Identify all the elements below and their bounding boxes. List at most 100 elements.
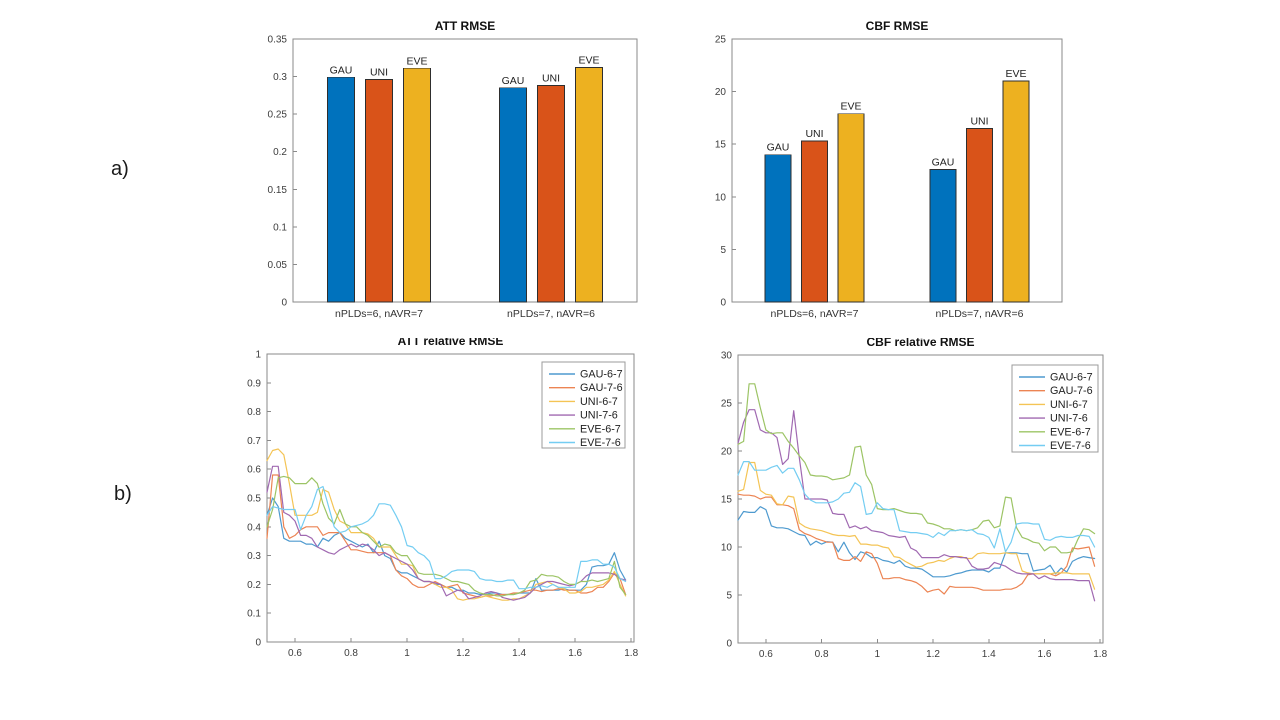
plot-box (292, 38, 638, 303)
x-tick-label: 1 (875, 649, 881, 660)
y-tick-label: 0.2 (247, 580, 261, 591)
legend-item: UNI-7-6 (549, 410, 618, 422)
y-tick-label: 20 (715, 87, 727, 98)
x-tick-label: 0.6 (759, 649, 773, 660)
series-line-UNI-6-7 (737, 461, 1096, 590)
y-tick-label: 0 (720, 298, 726, 309)
bar-UNI (537, 85, 565, 303)
legend-box (541, 361, 626, 449)
x-tick-label: nPLDs=7, nAVR=6 (936, 308, 1024, 320)
x-tick-label: 1.2 (456, 648, 470, 659)
bar-label: EVE (579, 55, 600, 67)
y-tick-label: 0.4 (247, 522, 261, 533)
y-tick-label: 0.15 (268, 185, 288, 196)
att-relative-rmse-line-chart: ATT relative RMSE 0 0.1 0.2 0.3 0.4 0.5 0.6 0.7 0… (225, 334, 662, 679)
x-tick-label: nPLDs=7, nAVR=6 (507, 308, 595, 320)
x-tick-label: 0.8 (815, 649, 829, 660)
y-tick-label: 1 (255, 350, 261, 361)
series-line-UNI-7-6 (737, 409, 1096, 602)
y-tick-label: 0.9 (247, 378, 261, 389)
legend-item: EVE-6-7 (1019, 426, 1091, 438)
cbf-rmse-svg: CBF RMSE 0 5 10 15 20 25 nPLDs=6, nAVR=7 GAU UNI E… (715, 19, 1063, 320)
y-tick-label: 10 (721, 543, 733, 554)
legend-label: EVE-7-6 (580, 437, 621, 449)
legend-label: GAU-6-7 (1050, 372, 1093, 384)
legend-item: EVE-6-7 (549, 423, 621, 435)
x-tick-label: nPLDs=6, nAVR=7 (771, 308, 859, 320)
y-tick-label: 20 (721, 447, 733, 458)
y-tick-label: 0.3 (273, 72, 287, 83)
bar-GAU (929, 169, 957, 303)
att-relative-rmse-svg: ATT relative RMSE 0 0.1 0.2 0.3 0.4 0.5 0.6 0.7 0… (247, 334, 638, 659)
bar-label: GAU (330, 64, 353, 76)
cbf-rmse-bar-chart: CBF RMSE 0 5 10 15 20 25 nPLDs=6, nAVR=7 GAU UNI E… (690, 8, 1104, 339)
y-tick-label: 0.1 (273, 222, 287, 233)
legend-item: EVE-7-6 (549, 437, 621, 449)
y-tick-label: 0 (255, 638, 261, 649)
att-rmse-bar-chart: ATT RMSE 0 0.05 0.1 0.15 0.2 0.25 0.3 0.35 nPLDs=… (250, 8, 662, 339)
legend-item: GAU-6-7 (549, 369, 623, 381)
y-tick-label: 10 (715, 192, 727, 203)
y-tick-label: 25 (721, 399, 733, 410)
bar-UNI (966, 128, 993, 303)
y-tick-label: 0.05 (268, 260, 288, 271)
y-tick-label: 0.6 (247, 465, 261, 476)
legend-label: EVE-6-7 (1050, 426, 1091, 438)
bar-label: GAU (502, 75, 525, 87)
x-tick-label: 1.8 (1093, 649, 1107, 660)
legend-item: GAU-7-6 (549, 382, 623, 394)
bar-EVE (403, 67, 431, 303)
y-tick-label: 0.8 (247, 407, 261, 418)
y-tick-label: 0.3 (247, 551, 261, 562)
y-tick-label: 15 (721, 495, 733, 506)
series-line-EVE-7-6 (266, 485, 627, 590)
x-tick-label: 1.8 (624, 648, 638, 659)
legend-item: GAU-6-7 (1019, 372, 1093, 384)
bar-EVE (1002, 80, 1030, 303)
legend-item: UNI-6-7 (549, 396, 618, 408)
x-tick-label: 1.4 (512, 648, 526, 659)
y-tick-label: 0.25 (268, 110, 288, 121)
plot-box (731, 38, 1063, 303)
legend-label: GAU-7-6 (1050, 385, 1093, 397)
legend-item: UNI-7-6 (1019, 413, 1088, 425)
bar-label: UNI (542, 73, 560, 85)
legend-label: UNI-7-6 (580, 410, 618, 422)
series-line-EVE-6-7 (266, 475, 627, 597)
series-line-GAU-6-7 (266, 497, 627, 596)
y-tick-label: 0.1 (247, 609, 261, 620)
panel-label-b: b) (114, 483, 132, 505)
series-line-GAU-6-7 (737, 506, 1096, 578)
chart-title: ATT RMSE (435, 19, 495, 33)
series-line-EVE-6-7 (737, 383, 1096, 554)
legend-label: UNI-6-7 (580, 396, 618, 408)
y-tick-label: 30 (721, 351, 733, 362)
cbf-relative-rmse-line-chart: CBF relative RMSE 0 5 10 15 20 25 30 0.6 0.8 1 1.2 1… (695, 335, 1129, 679)
bar-label: GAU (932, 156, 955, 168)
att-rmse-svg: ATT RMSE 0 0.05 0.1 0.15 0.2 0.25 0.3 0.35 nPLDs=… (268, 19, 638, 320)
legend-box (1011, 364, 1099, 453)
legend-label: UNI-7-6 (1050, 413, 1088, 425)
y-tick-label: 0.2 (273, 147, 287, 158)
chart-title: CBF RMSE (866, 19, 929, 33)
bar-label: EVE (407, 55, 428, 67)
y-tick-label: 0.7 (247, 436, 261, 447)
bar-label: EVE (840, 101, 861, 113)
y-tick-label: 5 (720, 245, 726, 256)
bar-GAU (499, 87, 527, 303)
bar-GAU (327, 76, 355, 303)
legend-label: GAU-7-6 (580, 382, 623, 394)
panel-label-a: a) (111, 158, 129, 180)
x-tick-label: 1.4 (982, 649, 996, 660)
y-tick-label: 25 (715, 35, 727, 46)
x-tick-label: 0.6 (288, 648, 302, 659)
x-tick-label: 1.6 (1038, 649, 1052, 660)
y-tick-label: 0.5 (247, 494, 261, 505)
y-tick-label: 0.35 (268, 35, 288, 46)
series-line-UNI-7-6 (266, 465, 627, 601)
legend-item: EVE-7-6 (1019, 440, 1091, 452)
legend-label: UNI-6-7 (1050, 399, 1088, 411)
